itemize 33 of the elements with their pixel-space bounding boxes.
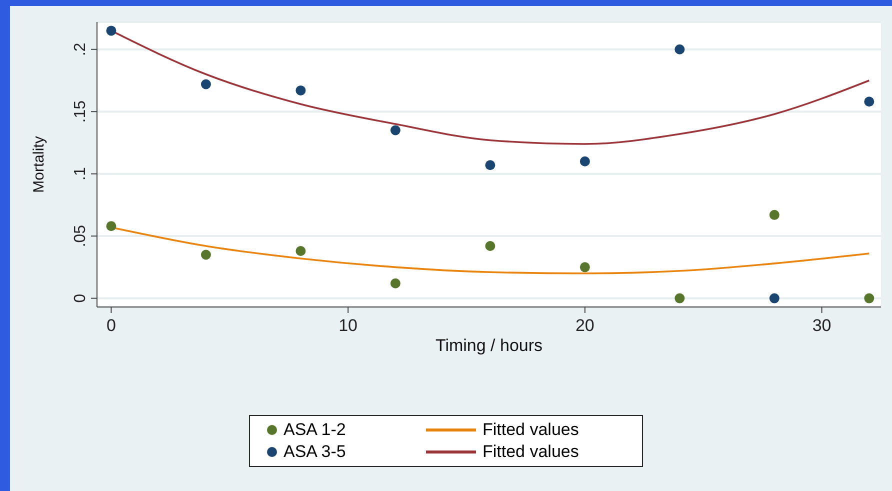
point	[390, 125, 400, 136]
legend-label: Fitted values	[482, 420, 579, 440]
point	[106, 221, 116, 232]
point	[580, 262, 590, 272]
x-tick-label: 30	[812, 316, 832, 335]
y-tick-label: .1	[72, 167, 89, 181]
y-tick-label: .15	[72, 100, 89, 123]
point	[674, 293, 685, 304]
point	[390, 278, 400, 288]
point	[769, 210, 780, 220]
point	[769, 293, 780, 304]
point	[200, 250, 211, 260]
legend-label: ASA 3-5	[284, 442, 346, 462]
x-tick-label: 20	[575, 316, 594, 335]
point	[296, 246, 306, 256]
point	[580, 156, 590, 166]
y-tick-label: .05	[72, 224, 89, 248]
y-axis-title: Mortality	[30, 136, 48, 193]
x-axis-title: Timing / hours	[435, 336, 543, 356]
point	[864, 293, 874, 304]
legend-label: Fitted values	[482, 442, 579, 462]
x-tick-label: 10	[338, 316, 358, 335]
legend-label: ASA 1-2	[284, 420, 346, 440]
point	[485, 160, 496, 170]
point	[485, 241, 496, 252]
y-tick-label: .2	[72, 42, 89, 56]
point	[106, 26, 116, 36]
point	[296, 85, 306, 96]
x-tick-label: 0	[106, 316, 116, 335]
point	[674, 44, 685, 54]
point	[200, 79, 211, 90]
y-tick-label: 0	[72, 294, 89, 303]
point	[864, 96, 874, 107]
